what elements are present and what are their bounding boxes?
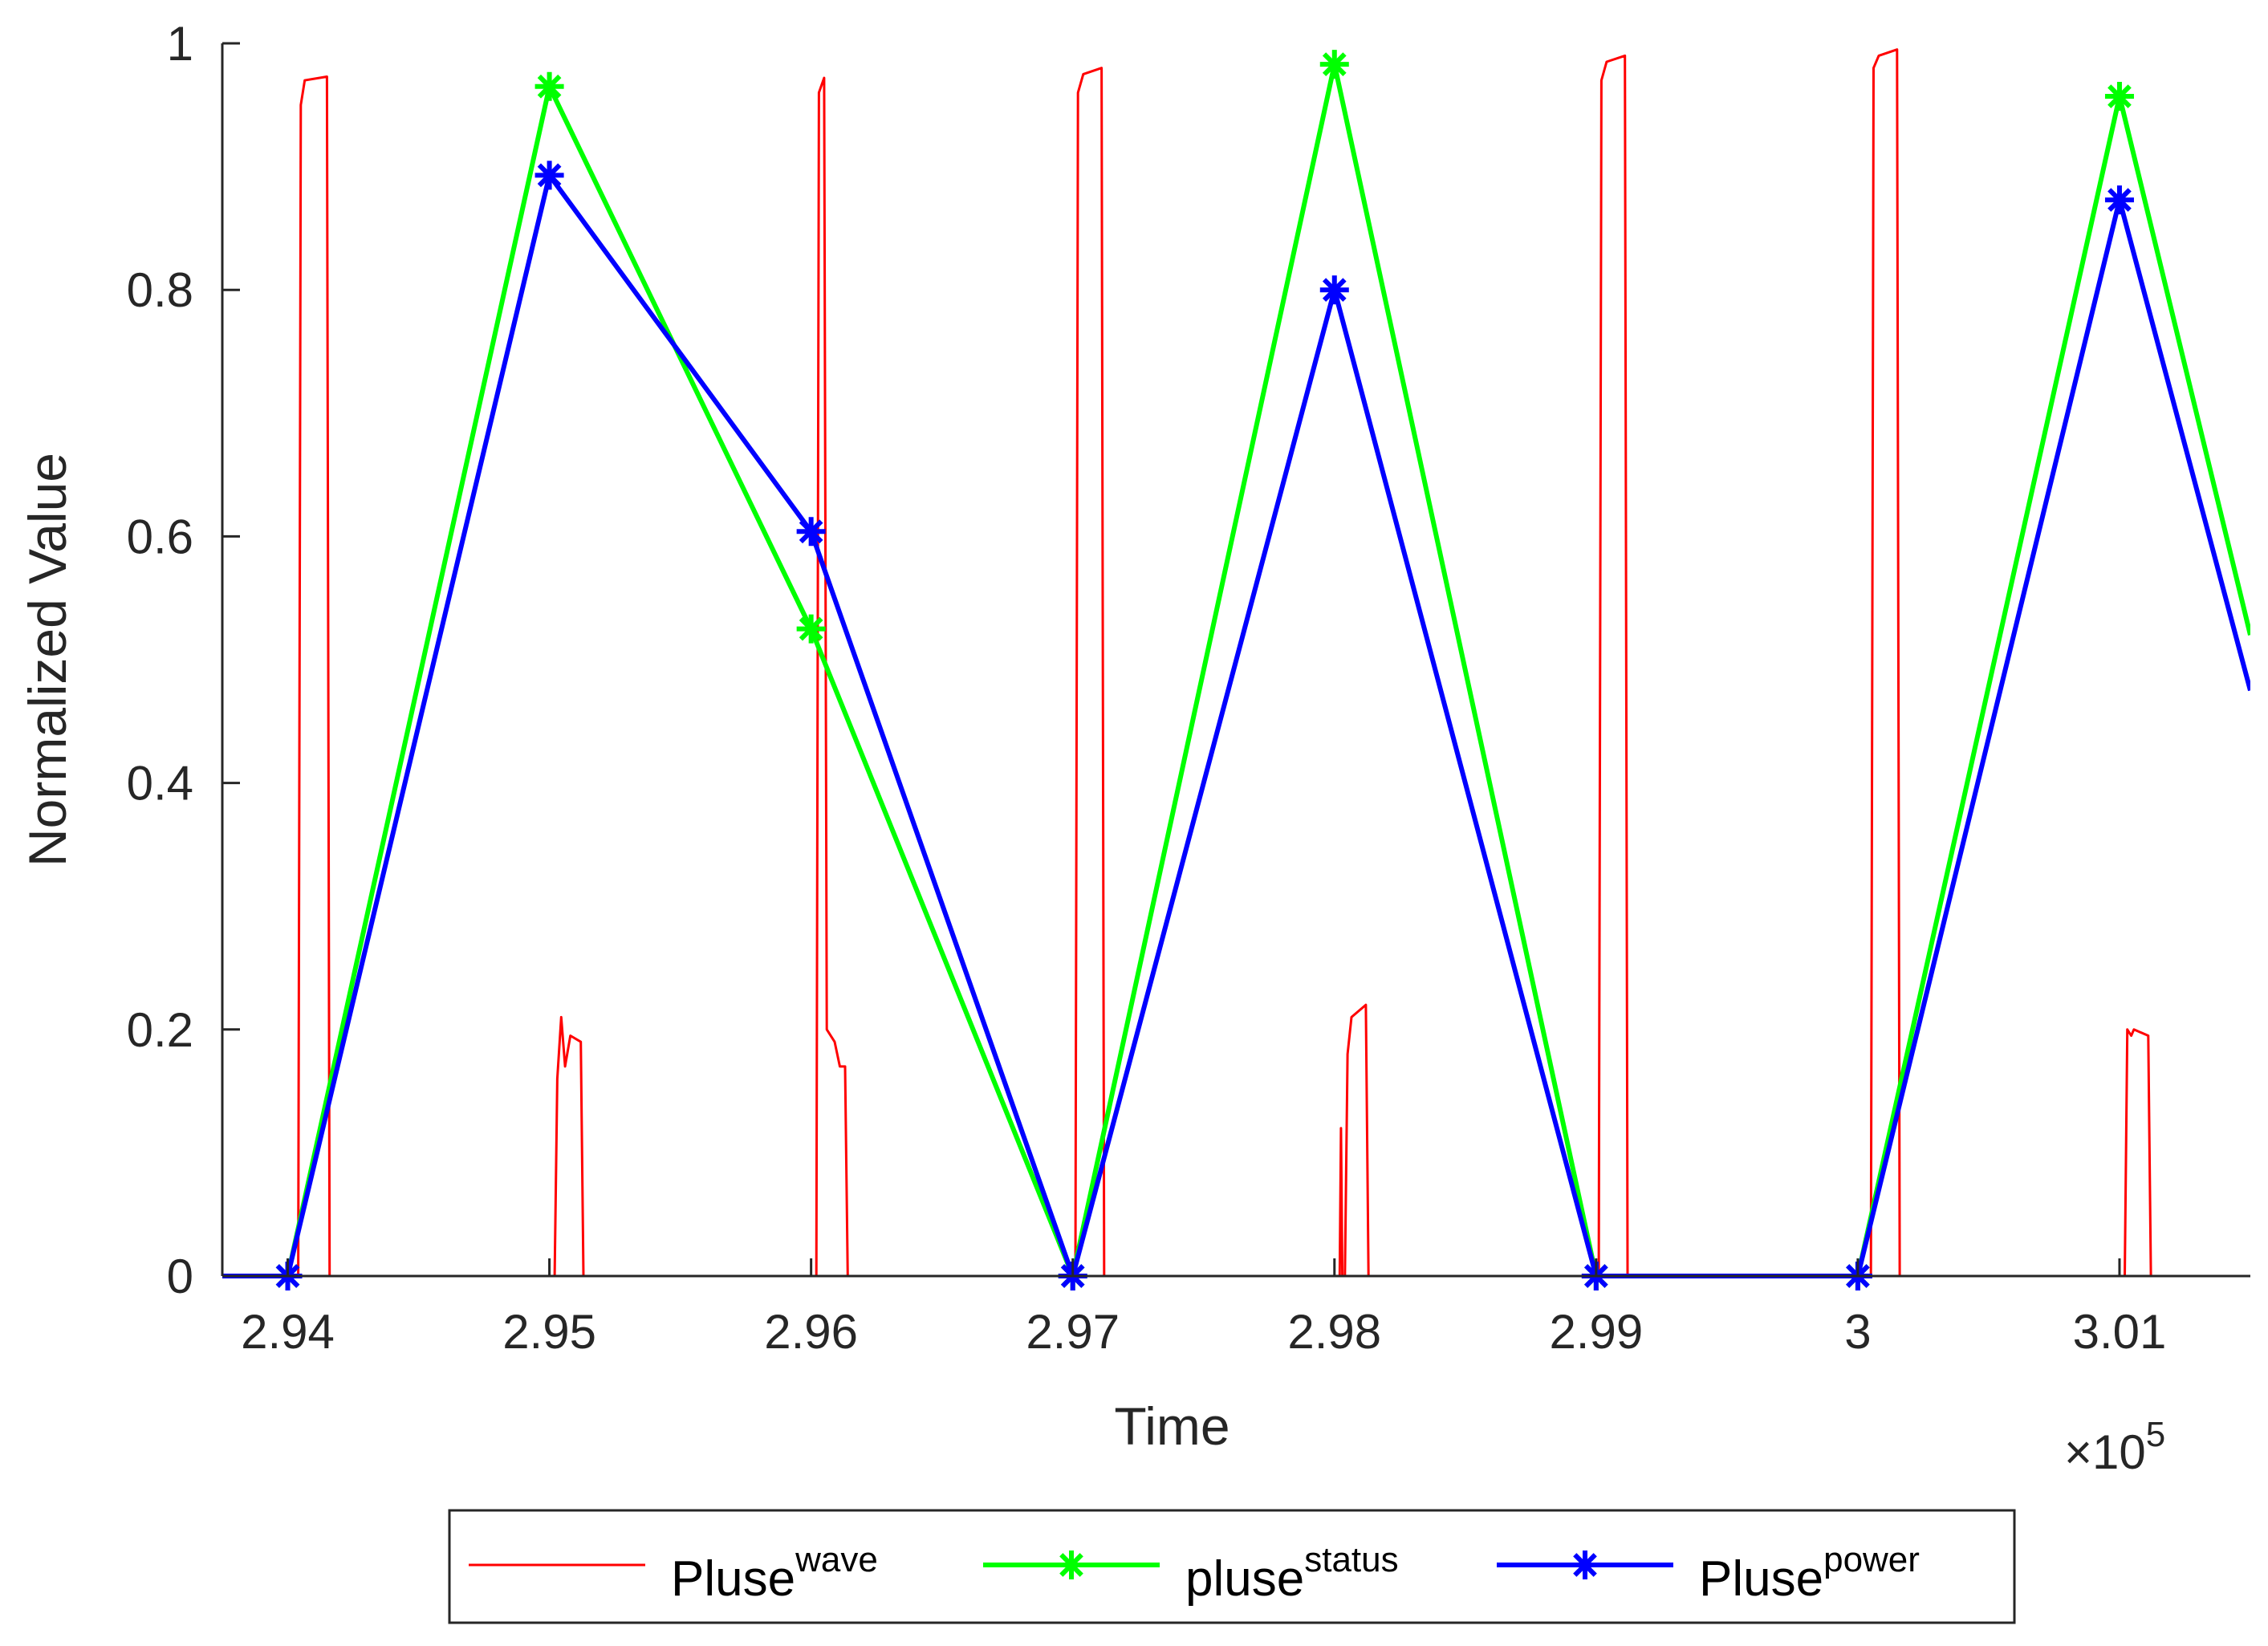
data-point-marker <box>796 517 826 547</box>
y-tick-label: 0 <box>167 1250 193 1303</box>
x-axis-exponent-base: ×10 <box>2064 1425 2146 1479</box>
legend-entry-status: plusestatus <box>983 1540 1399 1607</box>
x-tick-label: 2.94 <box>241 1305 335 1359</box>
x-tick-label: 2.99 <box>1549 1305 1643 1359</box>
axes <box>221 42 2250 1278</box>
x-axis-exponent: ×105 <box>2064 1415 2165 1479</box>
series-line <box>222 173 2250 1278</box>
x-tick-label: 2.96 <box>764 1305 858 1359</box>
data-point-marker <box>534 71 564 101</box>
legend-label: plusestatus <box>1185 1540 1399 1607</box>
data-point-marker <box>796 614 826 644</box>
y-tick-label: 1 <box>167 17 193 71</box>
data-point-marker <box>2104 82 2134 112</box>
legend-label: Plusepower <box>1699 1540 1920 1607</box>
data-point-marker <box>1319 50 1349 79</box>
x-tick-label: 3 <box>1844 1305 1871 1359</box>
data-point-marker <box>1319 275 1349 305</box>
x-tick-label: 2.98 <box>1287 1305 1381 1359</box>
x-tick-label: 2.95 <box>502 1305 596 1359</box>
x-tick-label: 3.01 <box>2073 1305 2167 1359</box>
legend-marker <box>1057 1550 1086 1579</box>
x-tick-label: 2.97 <box>1026 1305 1120 1359</box>
y-tick-label: 0.8 <box>127 263 193 317</box>
legend-entry-wave: Plusewave <box>469 1540 878 1607</box>
legend-box <box>448 1509 2016 1624</box>
legend: Plusewave plusestatus Plusepower <box>448 1509 2016 1624</box>
plot-area <box>222 48 2250 1290</box>
y-axis-label: Normalized Value <box>18 453 77 867</box>
y-tick-label: 0.6 <box>127 510 193 563</box>
data-point-marker <box>2104 185 2134 215</box>
legend-entry-power: Plusepower <box>1497 1540 1920 1607</box>
y-tick-label: 0.4 <box>127 757 193 811</box>
legend-marker <box>1571 1550 1599 1579</box>
x-axis-label: Time <box>1114 1396 1230 1456</box>
data-point-marker <box>534 161 564 190</box>
x-axis-exponent-power: 5 <box>2146 1415 2165 1454</box>
legend-label: Plusewave <box>671 1540 878 1607</box>
series-line <box>222 62 2250 1278</box>
tick-labels: 2.94 2.95 2.96 2.97 2.98 2.99 3 3.01 0 0.2 0.4 0.6 0… <box>127 17 2167 1359</box>
y-tick-label: 0.2 <box>127 1003 193 1057</box>
